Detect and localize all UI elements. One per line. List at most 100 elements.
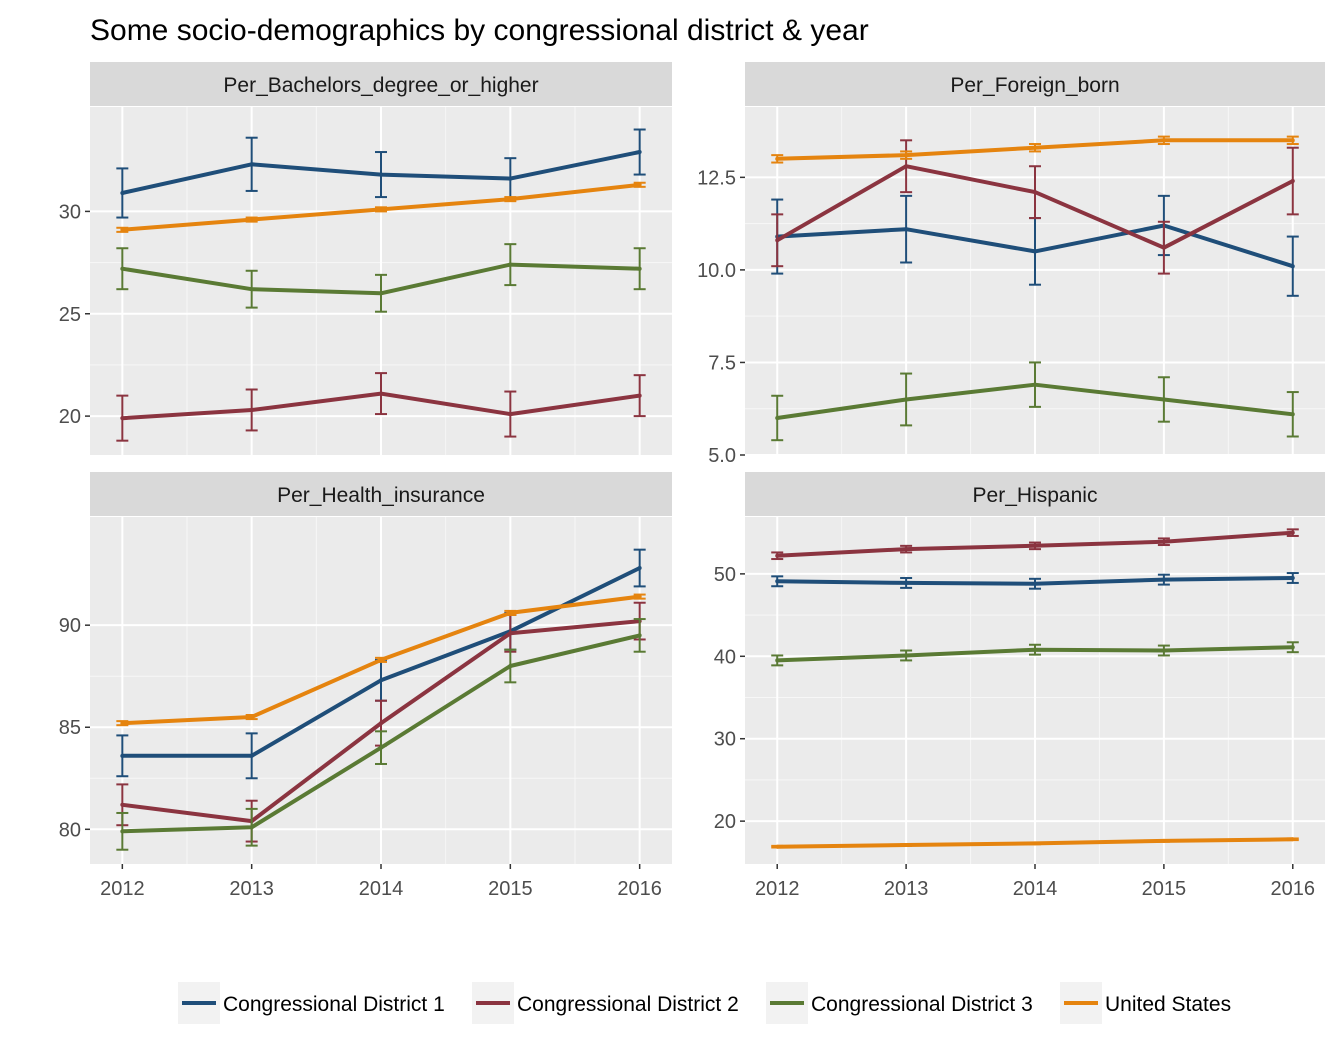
series-cd3 (116, 618, 646, 851)
data-point (637, 566, 642, 571)
x-tick-label: 2014 (1013, 878, 1058, 900)
data-point (508, 197, 513, 202)
data-point (637, 633, 642, 638)
legend-item-cd3: Congressional District 3 (766, 982, 1033, 1024)
data-point (508, 262, 513, 267)
data-point (120, 721, 125, 726)
legend-label: United States (1105, 993, 1231, 1016)
data-point (120, 416, 125, 421)
facet-strip-label: Per_Hispanic (973, 484, 1098, 507)
data-point (775, 415, 780, 420)
data-point (1290, 138, 1295, 143)
data-point (775, 156, 780, 161)
facet-strip (745, 62, 1325, 106)
facet-panels: Per_Bachelors_degree_or_higher202530Per_… (59, 62, 1325, 900)
data-point (1161, 539, 1166, 544)
y-tick-label: 5.0 (708, 445, 736, 467)
series-cd3 (116, 243, 646, 313)
data-point (508, 631, 513, 636)
data-point (775, 238, 780, 243)
data-point (379, 391, 383, 396)
data-point (1161, 138, 1166, 143)
x-tick-label: 2015 (1142, 878, 1187, 900)
x-tick-label: 2012 (100, 878, 145, 900)
data-point (120, 266, 125, 271)
data-point (379, 291, 383, 296)
data-point (249, 825, 254, 830)
data-point (1033, 647, 1037, 652)
data-point (637, 182, 642, 187)
data-point (904, 164, 909, 169)
chart-title: Some socio-demographics by congressional… (90, 14, 869, 47)
series-us (116, 593, 646, 727)
data-point (775, 844, 780, 849)
data-point (637, 594, 642, 599)
legend-label: Congressional District 1 (223, 993, 445, 1016)
data-point (637, 266, 642, 271)
data-point (775, 658, 780, 663)
legend: Congressional District 1 Congressional Di… (178, 982, 1231, 1024)
data-point (1290, 575, 1295, 580)
data-point (1033, 841, 1037, 846)
data-point (1290, 645, 1295, 650)
y-tick-label: 7.5 (708, 352, 736, 374)
data-point (1161, 245, 1166, 250)
series-cd2 (771, 139, 1299, 275)
data-point (1033, 145, 1037, 150)
data-point (1161, 838, 1166, 843)
data-point (379, 207, 383, 212)
data-point (508, 176, 513, 181)
data-point (379, 745, 383, 750)
legend-label: Congressional District 3 (811, 993, 1033, 1016)
x-tick-label: 2015 (488, 878, 533, 900)
facet-strip (90, 472, 672, 516)
data-point (249, 715, 254, 720)
data-point (904, 547, 909, 552)
series-us (116, 181, 646, 233)
x-tick-label: 2014 (359, 878, 404, 900)
data-point (904, 580, 909, 585)
data-point (637, 393, 642, 398)
series-cd1 (116, 128, 646, 219)
y-tick-label: 50 (714, 564, 736, 586)
facet-panel: Per_Health_insurance 80 85 90 2012 2013 2014 20… (59, 472, 672, 900)
legend-item-cd1: Congressional District 1 (178, 982, 445, 1024)
y-tick-label: 40 (714, 646, 736, 668)
data-point (249, 217, 254, 222)
series-cd2 (771, 528, 1299, 561)
legend-item-us: United States (1060, 982, 1231, 1024)
x-tick-label: 2016 (617, 878, 662, 900)
series-cd2 (116, 372, 646, 442)
data-point (1290, 530, 1295, 535)
data-point (249, 162, 254, 167)
data-point (1033, 581, 1037, 586)
facet-strip-label: Per_Foreign_born (950, 74, 1119, 97)
y-tick-label: 20 (59, 406, 81, 428)
data-point (904, 227, 909, 232)
data-point (249, 287, 254, 292)
legend-item-cd2: Congressional District 2 (472, 982, 739, 1024)
y-tick-label: 90 (59, 615, 81, 637)
x-tick-label: 2016 (1271, 878, 1316, 900)
data-point (1033, 543, 1037, 548)
facet-panel: Per_Bachelors_degree_or_higher 20 25 30 (59, 62, 672, 455)
data-point (904, 397, 909, 402)
series-cd3 (771, 641, 1299, 667)
facet-strip (90, 62, 672, 106)
data-point (1290, 264, 1295, 269)
y-tick-label: 80 (59, 819, 81, 841)
facet-strip-label: Per_Bachelors_degree_or_higher (223, 74, 538, 97)
data-point (379, 657, 383, 662)
data-point (904, 653, 909, 658)
facet-strip (745, 472, 1325, 516)
series-us (771, 135, 1299, 164)
facet-panel: Per_Foreign_born 5.0 7.5 10.0 12.5 (697, 62, 1325, 467)
data-point (637, 150, 642, 155)
data-point (508, 664, 513, 669)
series-cd3 (771, 361, 1299, 442)
data-point (120, 190, 125, 195)
data-point (1161, 577, 1166, 582)
data-point (1161, 397, 1166, 402)
